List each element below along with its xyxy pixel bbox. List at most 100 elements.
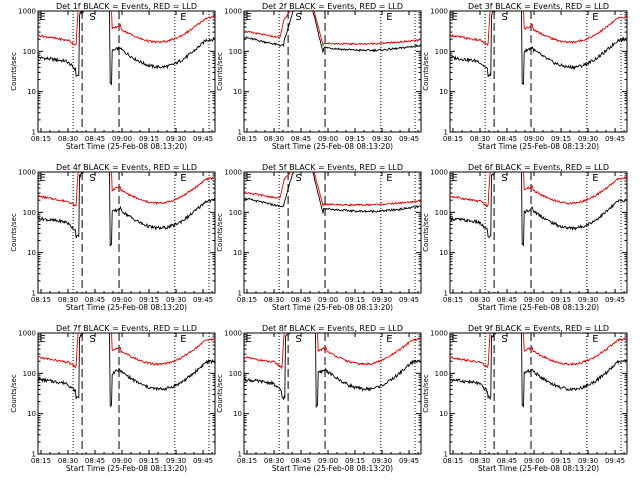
chart-title: Det 1f BLACK = Events, RED = LLD [56, 2, 197, 11]
x-tick-label: 09:00 [112, 296, 132, 304]
x-axis-label: Start Time (25-Feb-08 08:13:20) [478, 303, 599, 312]
x-tick-label: 08:45 [85, 296, 105, 304]
x-tick-label: 09:30 [578, 135, 598, 143]
chart-title: Det 7f BLACK = Events, RED = LLD [56, 324, 197, 333]
time-marker-label: E [180, 334, 186, 345]
y-axis-label: Counts/sec [10, 213, 18, 252]
x-tick-label: 08:30 [264, 457, 284, 465]
chart-panel-5: Det 5f BLACK = Events, RED = LLD 08:15 08:… [216, 163, 422, 312]
time-marker-label: E [386, 334, 392, 345]
y-tick-label: 100 [229, 209, 242, 217]
x-tick-label: 09:45 [605, 135, 625, 143]
y-tick-label: 1000 [18, 330, 36, 338]
x-tick-label: 09:45 [399, 457, 419, 465]
x-tick-label: 08:30 [58, 457, 78, 465]
x-tick-label: 08:15 [443, 135, 463, 143]
x-tick-label: 09:30 [166, 135, 186, 143]
x-tick-label: 08:45 [291, 135, 311, 143]
y-tick-label: 1 [444, 129, 448, 137]
x-tick-label: 09:15 [551, 135, 571, 143]
y-tick-label: 10 [233, 88, 242, 96]
y-axis-label: Counts/sec [422, 213, 430, 252]
chart-title: Det 3f BLACK = Events, RED = LLD [468, 2, 609, 11]
x-tick-label: 09:00 [112, 457, 132, 465]
y-tick-label: 10 [439, 249, 448, 257]
time-marker-label: S [89, 12, 95, 23]
chart-panel-9: Det 9f BLACK = Events, RED = LLD 08:15 08:… [422, 324, 628, 473]
x-tick-label: 09:00 [318, 457, 338, 465]
plot-frame [449, 10, 628, 133]
x-tick-label: 09:45 [605, 296, 625, 304]
x-tick-label: 09:15 [345, 135, 365, 143]
x-tick-label: 08:30 [264, 135, 284, 143]
y-axis-label: Counts/sec [422, 374, 430, 413]
x-tick-label: 08:30 [470, 296, 490, 304]
x-axis-label: Start Time (25-Feb-08 08:13:20) [272, 142, 393, 151]
time-marker-label: E [451, 334, 457, 345]
y-tick-label: 100 [23, 48, 36, 56]
time-marker-label: E [245, 12, 251, 23]
y-axis-label: Counts/sec [10, 374, 18, 413]
y-tick-label: 10 [233, 249, 242, 257]
time-marker-label: S [295, 173, 301, 184]
series-lld-line [450, 11, 627, 47]
plot-frame [243, 332, 422, 455]
series-events-line [38, 333, 215, 408]
x-tick-label: 09:30 [372, 135, 392, 143]
time-marker-label: E [451, 12, 457, 23]
time-marker-label: S [295, 334, 301, 345]
y-tick-label: 1 [238, 129, 242, 137]
y-tick-label: 1 [238, 451, 242, 459]
series-lld-line [38, 333, 215, 369]
series-events-line [38, 11, 215, 86]
x-tick-label: 09:45 [399, 296, 419, 304]
y-tick-label: 1 [444, 451, 448, 459]
y-tick-label: 1000 [430, 330, 448, 338]
chart-title: Det 4f BLACK = Events, RED = LLD [56, 163, 197, 172]
time-marker-label: E [245, 173, 251, 184]
plot-frame [243, 10, 422, 133]
y-tick-label: 1000 [224, 330, 242, 338]
chart-panel-2: Det 2f BLACK = Events, RED = LLD 08:15 08:… [216, 2, 422, 151]
series-events-line [450, 11, 627, 86]
x-tick-label: 09:00 [524, 457, 544, 465]
plot-frame [37, 171, 216, 294]
x-tick-label: 09:30 [578, 457, 598, 465]
x-tick-label: 08:45 [497, 457, 517, 465]
y-tick-label: 10 [27, 249, 36, 257]
chart-title: Det 2f BLACK = Events, RED = LLD [262, 2, 403, 11]
chart-title: Det 5f BLACK = Events, RED = LLD [262, 163, 403, 172]
x-axis-label: Start Time (25-Feb-08 08:13:20) [66, 464, 187, 473]
time-marker-label: E [386, 12, 392, 23]
series-events-line [244, 172, 421, 214]
x-tick-label: 08:15 [237, 135, 257, 143]
series-lld-line [450, 333, 627, 369]
y-tick-label: 100 [23, 209, 36, 217]
x-tick-label: 09:00 [112, 135, 132, 143]
y-tick-label: 1000 [18, 169, 36, 177]
time-marker-label: E [245, 334, 251, 345]
x-tick-label: 08:15 [237, 457, 257, 465]
series-lld-line [244, 11, 421, 48]
series-events-line [450, 333, 627, 408]
time-marker-label: E [180, 173, 186, 184]
time-marker-label: E [592, 12, 598, 23]
chart-panel-3: Det 3f BLACK = Events, RED = LLD 08:15 08:… [422, 2, 628, 151]
x-tick-label: 08:15 [237, 296, 257, 304]
x-tick-label: 09:15 [139, 296, 159, 304]
x-tick-label: 08:30 [58, 135, 78, 143]
chart-title: Det 9f BLACK = Events, RED = LLD [468, 324, 609, 333]
y-tick-label: 100 [435, 370, 448, 378]
x-tick-label: 08:30 [470, 135, 490, 143]
time-marker-label: E [39, 12, 45, 23]
y-tick-label: 1000 [430, 169, 448, 177]
plot-frame [37, 332, 216, 455]
time-marker-label: E [592, 334, 598, 345]
y-tick-label: 10 [27, 88, 36, 96]
y-tick-label: 100 [229, 370, 242, 378]
y-axis-label: Counts/sec [216, 213, 224, 252]
y-tick-label: 1000 [224, 8, 242, 16]
x-tick-label: 08:45 [85, 457, 105, 465]
series-events-line [244, 11, 421, 53]
